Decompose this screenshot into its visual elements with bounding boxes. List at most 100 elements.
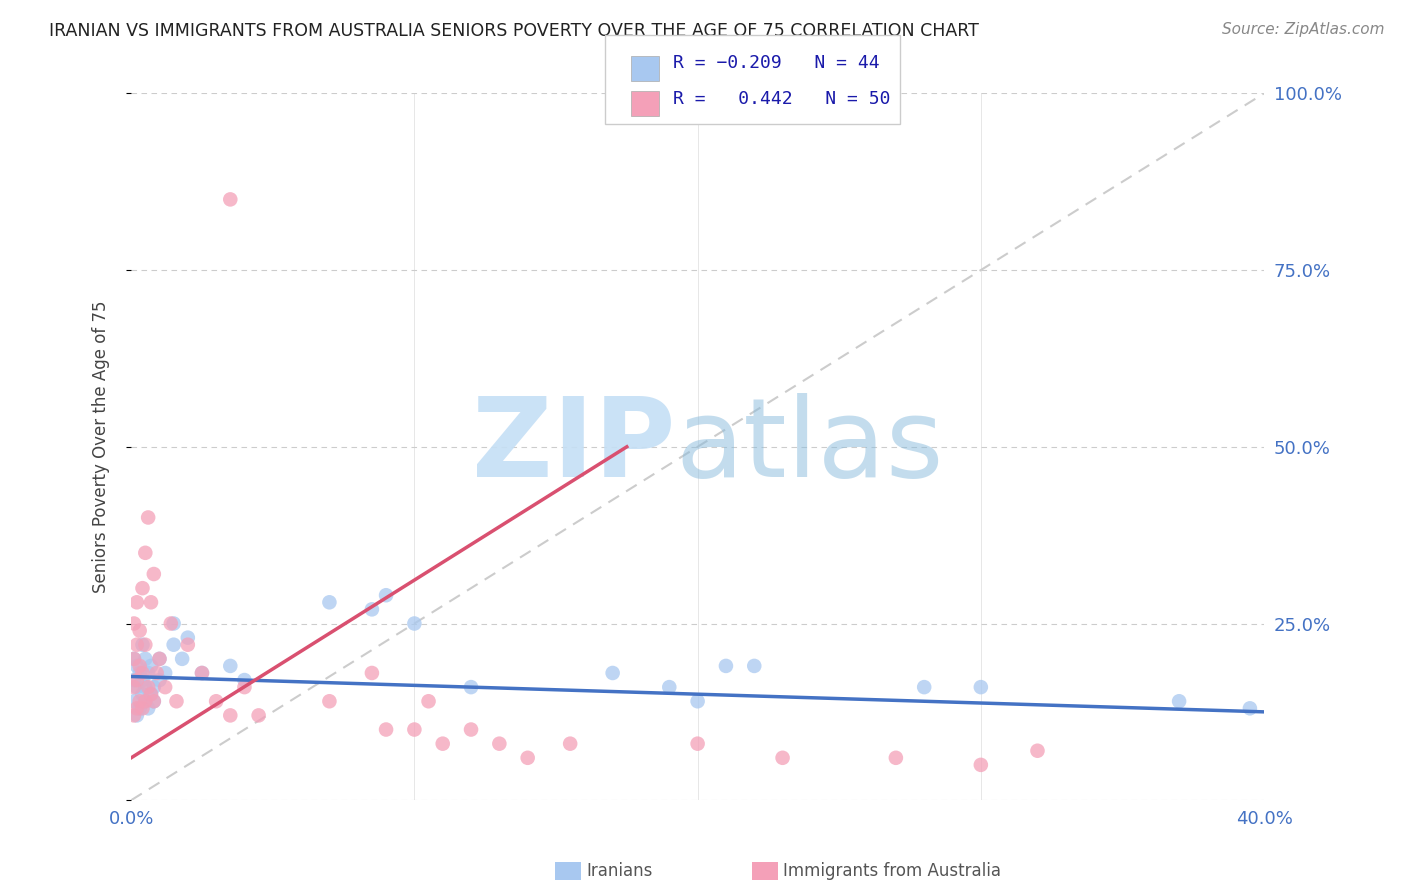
Point (233, 680, 256, 694)
Point (134, 694, 156, 708)
Point (1239, 701, 1261, 715)
Point (128, 665, 150, 680)
Point (128, 701, 150, 715)
Point (131, 687, 153, 701)
Point (131, 673, 153, 687)
Point (145, 665, 167, 680)
Point (122, 652, 145, 666)
Point (159, 616, 181, 631)
Point (219, 708, 242, 723)
Point (134, 652, 156, 666)
Point (148, 652, 170, 666)
Point (153, 680, 176, 694)
Point (714, 659, 737, 673)
Point (122, 652, 145, 666)
Point (560, 737, 582, 751)
Point (742, 659, 765, 673)
Point (163, 616, 186, 631)
Point (125, 659, 148, 673)
Point (970, 757, 993, 772)
Point (318, 694, 340, 708)
Point (404, 723, 426, 737)
Point (219, 659, 242, 673)
Point (205, 694, 228, 708)
Point (172, 652, 194, 666)
Point (418, 694, 440, 708)
Point (131, 638, 153, 652)
Point (125, 680, 148, 694)
Point (139, 687, 162, 701)
Point (1168, 694, 1191, 708)
Text: ZIP: ZIP (471, 393, 675, 500)
Point (884, 751, 907, 765)
Point (375, 723, 398, 737)
Point (460, 723, 482, 737)
Point (131, 701, 153, 715)
Point (191, 665, 214, 680)
Point (122, 673, 145, 687)
Point (125, 595, 148, 609)
Point (460, 680, 482, 694)
Point (191, 665, 214, 680)
Point (142, 694, 165, 708)
Text: atlas: atlas (675, 393, 943, 500)
Point (122, 680, 145, 694)
Point (177, 631, 200, 645)
Point (128, 659, 150, 673)
Point (233, 673, 256, 687)
Point (658, 680, 681, 694)
Point (128, 624, 150, 638)
Point (772, 751, 794, 765)
Text: Immigrants from Australia: Immigrants from Australia (783, 862, 1001, 880)
Point (131, 665, 153, 680)
Point (136, 701, 159, 715)
Point (142, 680, 165, 694)
Point (148, 652, 170, 666)
Point (139, 595, 162, 609)
Point (163, 638, 186, 652)
Point (361, 602, 384, 616)
Point (131, 581, 153, 595)
Point (404, 616, 426, 631)
Point (153, 665, 176, 680)
Point (134, 694, 156, 708)
Point (148, 673, 170, 687)
Point (142, 694, 165, 708)
Point (125, 673, 148, 687)
Point (375, 588, 398, 602)
Point (139, 659, 162, 673)
Point (122, 708, 145, 723)
Text: Iranians: Iranians (586, 862, 652, 880)
Point (219, 193, 242, 207)
Point (122, 616, 145, 631)
Text: R =   0.442   N = 50: R = 0.442 N = 50 (673, 90, 891, 108)
Point (432, 737, 454, 751)
Point (318, 595, 340, 609)
Text: IRANIAN VS IMMIGRANTS FROM AUSTRALIA SENIORS POVERTY OVER THE AGE OF 75 CORRELAT: IRANIAN VS IMMIGRANTS FROM AUSTRALIA SEN… (49, 22, 979, 40)
Point (122, 694, 145, 708)
Point (139, 687, 162, 701)
Point (136, 680, 159, 694)
Point (686, 694, 709, 708)
Y-axis label: Seniors Poverty Over the Age of 75: Seniors Poverty Over the Age of 75 (93, 301, 110, 593)
Point (602, 665, 624, 680)
Point (125, 708, 148, 723)
Point (247, 708, 270, 723)
Point (516, 751, 538, 765)
Point (136, 665, 159, 680)
Point (125, 701, 148, 715)
Point (125, 638, 148, 652)
Point (134, 638, 156, 652)
Point (134, 680, 156, 694)
Point (686, 737, 709, 751)
Point (361, 665, 384, 680)
Point (142, 567, 165, 582)
Point (488, 737, 510, 751)
Text: R = −0.209   N = 44: R = −0.209 N = 44 (673, 54, 880, 72)
Point (912, 680, 935, 694)
Point (136, 510, 159, 524)
Point (1026, 744, 1049, 758)
Point (134, 546, 156, 560)
Point (128, 694, 150, 708)
Point (166, 694, 188, 708)
